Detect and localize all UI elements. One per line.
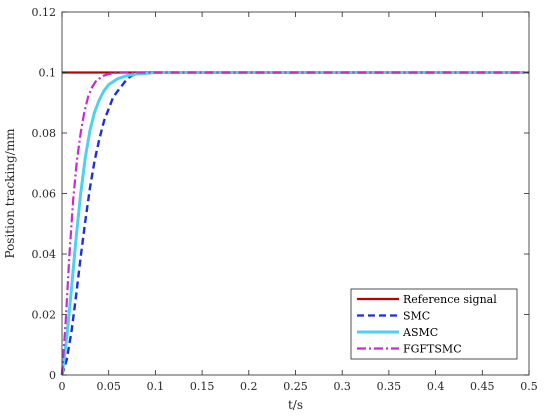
x-axis: 0 0.05 0.1 0.15 0.2 0.25 0.3 0.35 0.4 0.45 0.5 bbox=[59, 12, 538, 393]
x-tick-label: 0 bbox=[59, 380, 66, 393]
x-tick-label: 0.5 bbox=[520, 380, 538, 393]
x-axis-label: t/s bbox=[288, 398, 303, 412]
y-tick-label: 0.12 bbox=[32, 6, 57, 19]
y-axis: 0 0.02 0.04 0.06 0.08 0.1 0.12 bbox=[32, 6, 529, 382]
y-tick-label: 0 bbox=[49, 369, 56, 382]
legend-box bbox=[350, 288, 518, 360]
legend: Reference signal SMC ASMC FGFTSMC bbox=[350, 288, 518, 360]
y-tick-label: 0.04 bbox=[32, 248, 57, 261]
series-layer bbox=[60, 71, 529, 376]
y-tick-label: 0.1 bbox=[39, 67, 57, 80]
x-tick-label: 0.05 bbox=[96, 380, 121, 393]
x-tick-label: 0.1 bbox=[147, 380, 165, 393]
legend-label: ASMC bbox=[402, 326, 438, 339]
y-tick-label: 0.06 bbox=[32, 188, 57, 201]
series-line-fgftsmc bbox=[60, 71, 529, 376]
series-line-smc bbox=[60, 71, 529, 376]
x-tick-label: 0.2 bbox=[240, 380, 258, 393]
y-tick-label: 0.02 bbox=[32, 309, 57, 322]
y-tick-label: 0.08 bbox=[32, 127, 57, 140]
legend-label: FGFTSMC bbox=[403, 343, 462, 356]
x-tick-label: 0.25 bbox=[283, 380, 308, 393]
x-tick-label: 0.3 bbox=[333, 380, 351, 393]
y-axis-label: Position tracking/mm bbox=[3, 128, 17, 259]
legend-label: SMC bbox=[403, 310, 430, 323]
x-tick-label: 0.45 bbox=[470, 380, 495, 393]
x-tick-label: 0.4 bbox=[427, 380, 445, 393]
x-tick-label: 0.15 bbox=[190, 380, 215, 393]
x-tick-label: 0.35 bbox=[377, 380, 402, 393]
legend-label: Reference signal bbox=[403, 293, 497, 306]
